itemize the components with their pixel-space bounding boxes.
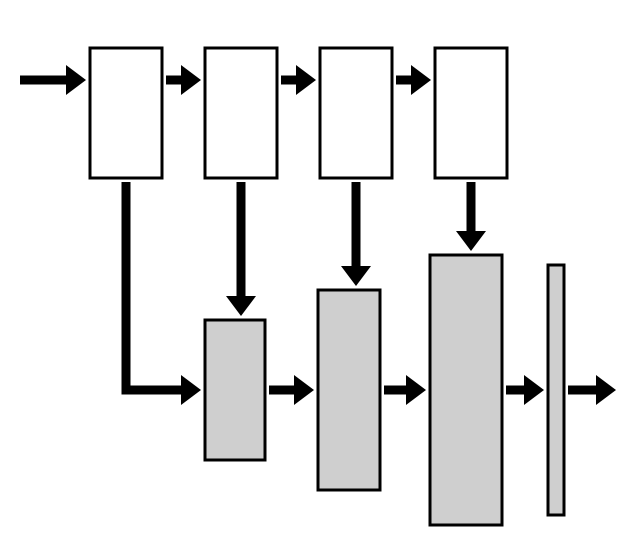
- top-block-2: [320, 48, 392, 178]
- top-block-1: [205, 48, 277, 178]
- bottom-block-2: [430, 255, 502, 525]
- diagram-root: [0, 0, 633, 540]
- top-block-3: [435, 48, 507, 178]
- bottom-block-0: [205, 320, 265, 460]
- top-block-0: [90, 48, 162, 178]
- diagram-svg: [0, 0, 633, 540]
- bottom-block-1: [318, 290, 380, 490]
- bottom-block-3: [548, 265, 564, 515]
